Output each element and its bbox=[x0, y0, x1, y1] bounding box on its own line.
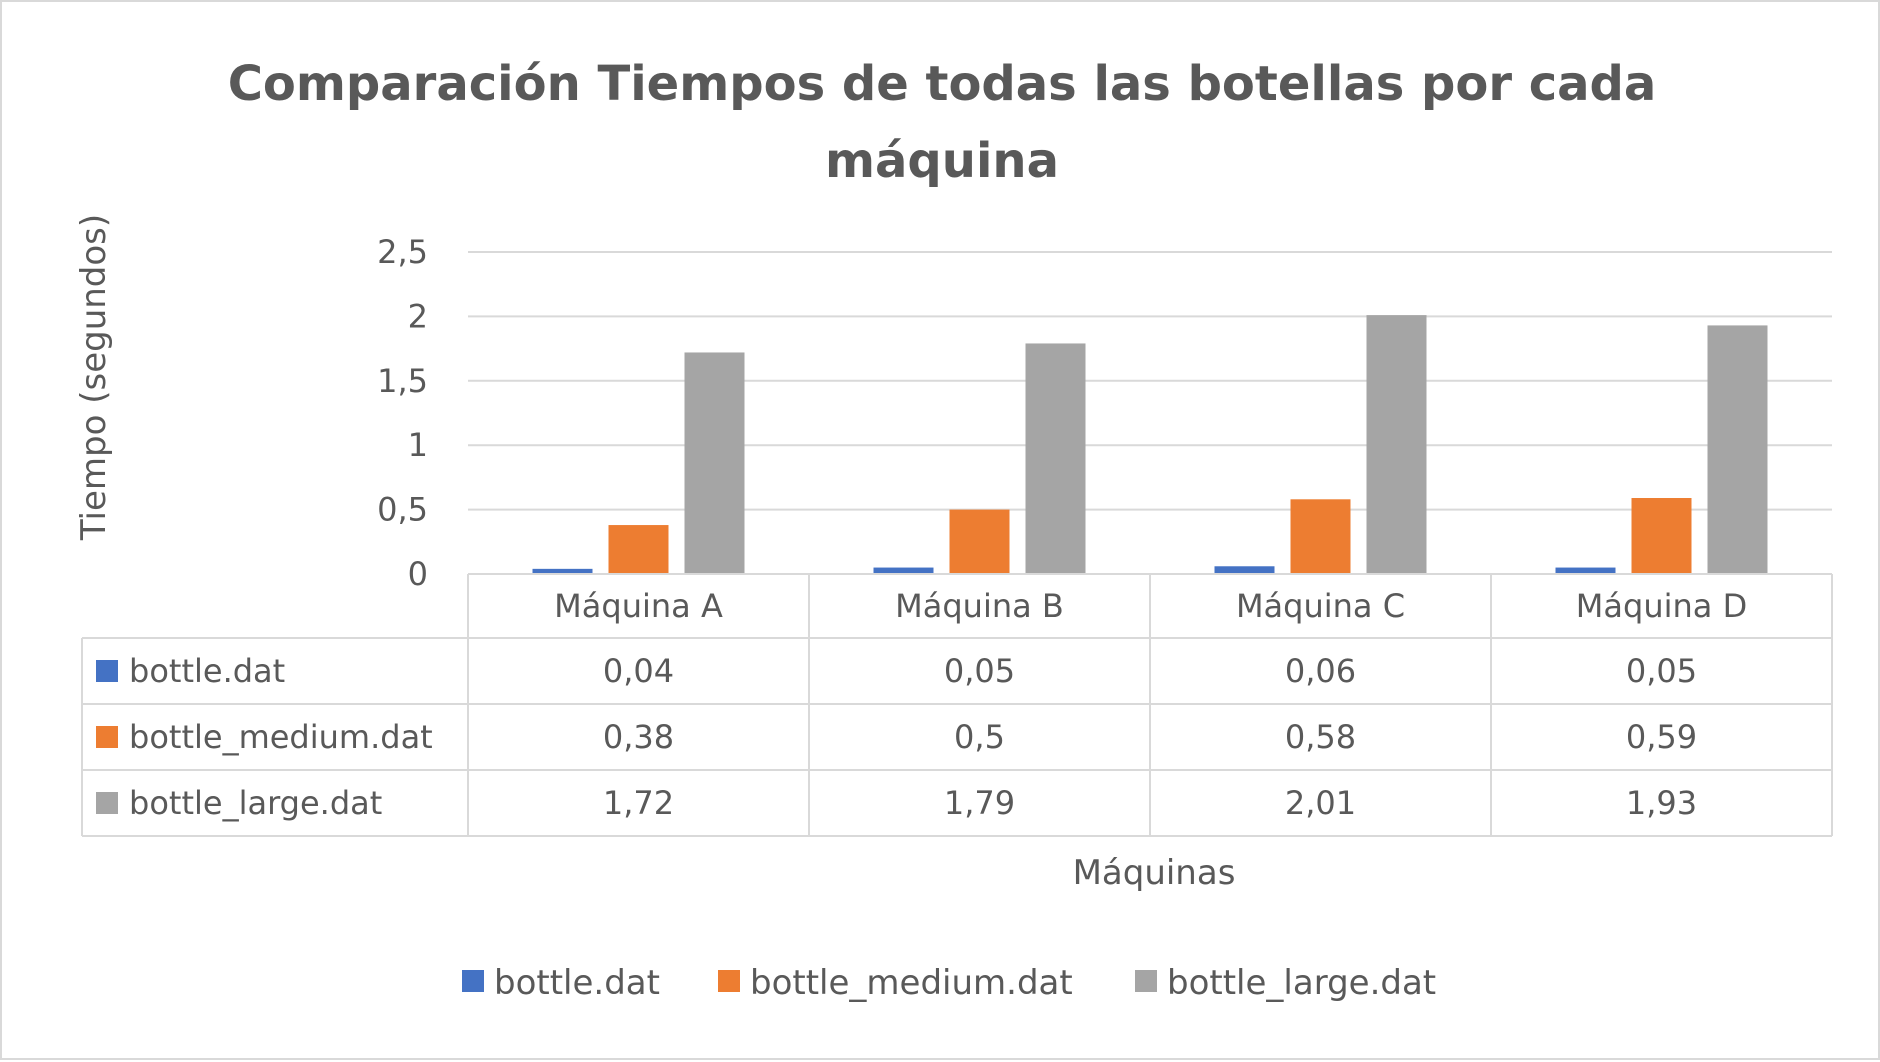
data-label: 1,93 bbox=[1626, 784, 1697, 822]
data-label: 2,01 bbox=[1285, 784, 1356, 822]
legend-key bbox=[1135, 970, 1157, 992]
legend-label: bottle_medium.dat bbox=[750, 963, 1073, 1003]
bar bbox=[1025, 343, 1086, 574]
y-tick-label: 0,5 bbox=[377, 491, 428, 529]
x-axis-label: Máquinas bbox=[1073, 853, 1236, 893]
y-tick-label: 2,5 bbox=[377, 233, 428, 271]
data-label: 0,05 bbox=[1626, 652, 1697, 690]
table-legend-key bbox=[96, 660, 118, 682]
bar bbox=[1290, 499, 1351, 574]
table-series-name: bottle.dat bbox=[129, 652, 285, 690]
data-label: 0,38 bbox=[603, 718, 674, 756]
table-legend-key bbox=[96, 726, 118, 748]
table-legend-key bbox=[96, 792, 118, 814]
y-tick-label: 1,5 bbox=[377, 362, 428, 400]
bar bbox=[684, 352, 745, 574]
gridlines bbox=[468, 251, 1832, 575]
table-series-name: bottle_large.dat bbox=[129, 784, 382, 822]
data-label: 0,06 bbox=[1285, 652, 1356, 690]
bar bbox=[873, 567, 934, 574]
data-label: 0,5 bbox=[954, 718, 1005, 756]
bar bbox=[532, 568, 593, 574]
legend-key bbox=[718, 970, 740, 992]
bar bbox=[608, 525, 669, 574]
y-axis-ticks: 0 0,5 1 1,5 2 2,5 bbox=[377, 233, 428, 593]
data-label: 1,79 bbox=[944, 784, 1015, 822]
category-label: Máquina D bbox=[1576, 587, 1747, 625]
data-table: Máquina A Máquina B Máquina C Máquina D bott… bbox=[81, 573, 1833, 837]
data-label: 0,58 bbox=[1285, 718, 1356, 756]
y-tick-label: 0 bbox=[408, 555, 428, 593]
bar bbox=[1555, 567, 1616, 574]
category-label: Máquina C bbox=[1236, 587, 1405, 625]
bar bbox=[1214, 566, 1275, 574]
data-label: 0,05 bbox=[944, 652, 1015, 690]
y-axis-label: Tiempo (segundos) bbox=[74, 214, 114, 541]
bars bbox=[532, 315, 1768, 574]
bar bbox=[1707, 325, 1768, 574]
table-series-name: bottle_medium.dat bbox=[129, 718, 433, 756]
bar bbox=[1631, 498, 1692, 574]
data-label: 0,04 bbox=[603, 652, 674, 690]
y-tick-label: 2 bbox=[408, 297, 428, 335]
legend-label: bottle.dat bbox=[494, 963, 660, 1003]
chart-title-line-2: máquina bbox=[825, 133, 1059, 189]
y-tick-label: 1 bbox=[408, 426, 428, 464]
bar bbox=[1366, 315, 1427, 574]
data-label: 1,72 bbox=[603, 784, 674, 822]
chart-title-line-1: Comparación Tiempos de todas las botella… bbox=[228, 56, 1657, 112]
legend-label: bottle_large.dat bbox=[1167, 963, 1436, 1003]
legend-key bbox=[462, 970, 484, 992]
data-label: 0,59 bbox=[1626, 718, 1697, 756]
legend: bottle.dat bottle_medium.dat bottle_large.… bbox=[462, 963, 1436, 1003]
category-label: Máquina A bbox=[554, 587, 723, 625]
bar bbox=[949, 509, 1010, 574]
category-label: Máquina B bbox=[895, 587, 1064, 625]
